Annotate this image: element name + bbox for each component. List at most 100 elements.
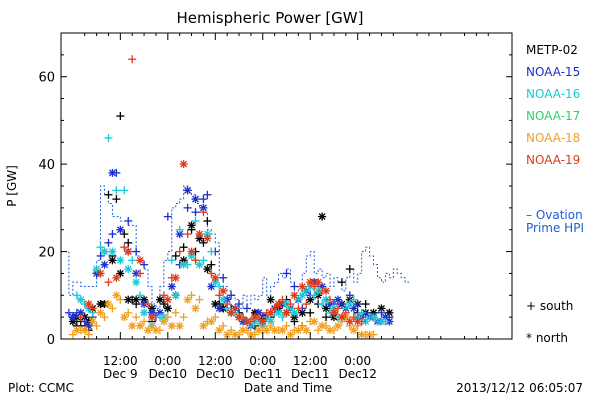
- north-marker: [199, 203, 208, 212]
- north-marker: [290, 308, 299, 317]
- south-marker: [199, 195, 208, 204]
- south-marker: [96, 243, 105, 252]
- south-marker: [282, 321, 291, 330]
- north-marker: [116, 269, 125, 278]
- north-marker: [290, 291, 299, 300]
- legend-entry-metp-02: METP-02: [526, 43, 578, 57]
- south-marker: [227, 326, 236, 335]
- north-marker: [345, 300, 354, 309]
- south-marker: [377, 308, 386, 317]
- south-marker: [171, 308, 180, 317]
- y-tick-label: 40: [38, 158, 55, 173]
- south-marker: [191, 208, 200, 217]
- y-tick-label: 20: [38, 246, 55, 261]
- north-marker: [151, 326, 160, 335]
- south-marker: [195, 295, 204, 304]
- north-marker: [136, 321, 145, 330]
- north-marker: [377, 317, 386, 326]
- north-marker: [159, 317, 168, 326]
- south-marker: [215, 291, 224, 300]
- south-marker: [306, 308, 315, 317]
- north-marker: [179, 260, 188, 269]
- south-marker: [219, 321, 228, 330]
- north-marker: [112, 291, 121, 300]
- south-marker: [326, 295, 335, 304]
- south-marker: [337, 300, 346, 309]
- south-marker: [270, 304, 279, 313]
- x-tick-date: Dec11: [291, 367, 330, 381]
- north-marker: [227, 308, 236, 317]
- y-tick-label: 0: [47, 333, 55, 348]
- south-marker: [84, 330, 93, 339]
- north-marker: [187, 247, 196, 256]
- north-marker: [84, 300, 93, 309]
- north-marker: [72, 326, 81, 335]
- north-marker: [266, 317, 275, 326]
- south-marker: [104, 278, 113, 287]
- north-marker: [203, 234, 212, 243]
- south-marker: [167, 256, 176, 265]
- north-marker: [132, 295, 141, 304]
- north-marker: [282, 308, 291, 317]
- north-marker: [116, 225, 125, 234]
- south-marker: [266, 321, 275, 330]
- north-marker: [175, 321, 184, 330]
- north-marker: [357, 330, 366, 339]
- south-marker: [147, 321, 156, 330]
- north-marker: [80, 326, 89, 335]
- south-marker: [199, 238, 208, 247]
- south-marker: [68, 330, 77, 339]
- north-marker: [365, 330, 374, 339]
- south-marker: [104, 238, 113, 247]
- north-marker: [333, 295, 342, 304]
- legend-north: * north: [526, 331, 568, 345]
- south-marker: [282, 269, 291, 278]
- north-marker: [329, 308, 338, 317]
- south-marker: [183, 230, 192, 239]
- south-marker: [96, 251, 105, 260]
- north-marker: [318, 212, 327, 221]
- north-marker: [187, 221, 196, 230]
- north-marker: [250, 313, 259, 322]
- south-marker: [163, 313, 172, 322]
- north-marker: [183, 295, 192, 304]
- x-tick-time: 12:00: [293, 354, 328, 368]
- north-marker: [104, 300, 113, 309]
- legend: METP-02 NOAA-15 NOAA-16 NOAA-17 NOAA-18 NOAA-…: [526, 43, 584, 345]
- south-marker: [345, 265, 354, 274]
- south-marker: [341, 308, 350, 317]
- south-marker: [207, 269, 216, 278]
- south-marker: [72, 291, 81, 300]
- x-tick-date: Dec10: [196, 367, 235, 381]
- south-marker: [298, 321, 307, 330]
- north-marker: [76, 295, 85, 304]
- north-marker: [235, 313, 244, 322]
- south-marker: [104, 133, 113, 142]
- north-marker: [314, 278, 323, 287]
- y-axis-label: P [GW]: [5, 165, 19, 207]
- south-marker: [112, 186, 121, 195]
- south-marker: [124, 216, 133, 225]
- north-marker: [100, 260, 109, 269]
- x-tick-date: Dec12: [338, 367, 377, 381]
- south-marker: [132, 247, 141, 256]
- south-marker: [349, 295, 358, 304]
- south-marker: [294, 304, 303, 313]
- south-marker: [235, 300, 244, 309]
- north-marker: [266, 308, 275, 317]
- south-marker: [302, 300, 311, 309]
- south-marker: [318, 300, 327, 309]
- north-marker: [318, 321, 327, 330]
- south-marker: [175, 247, 184, 256]
- north-marker: [322, 286, 331, 295]
- south-marker: [322, 313, 331, 322]
- north-marker: [92, 265, 101, 274]
- south-marker: [187, 291, 196, 300]
- north-marker: [136, 256, 145, 265]
- north-marker: [171, 273, 180, 282]
- south-marker: [223, 300, 232, 309]
- south-marker: [124, 238, 133, 247]
- south-marker: [163, 212, 172, 221]
- north-marker: [262, 326, 271, 335]
